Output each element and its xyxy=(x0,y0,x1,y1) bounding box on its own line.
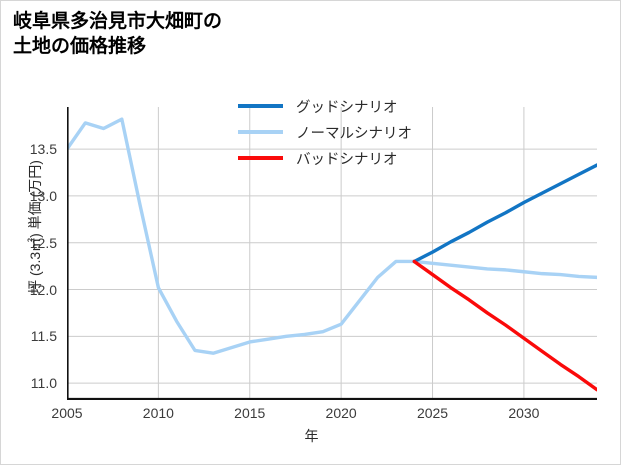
x-tick-label: 2025 xyxy=(416,405,449,421)
y-tick-label: 12.0 xyxy=(29,281,57,298)
legend-color-swatch xyxy=(238,104,283,108)
x-tick-label: 2015 xyxy=(234,405,266,421)
x-tick-label: 2010 xyxy=(142,405,174,421)
y-tick-label: 12.5 xyxy=(29,234,57,251)
x-axis-label: 年 xyxy=(304,428,319,444)
y-tick-label: 11.0 xyxy=(30,375,57,392)
y-tick-label: 13.0 xyxy=(29,187,57,204)
legend-item-label: ノーマルシナリオ xyxy=(296,125,412,142)
legend-item: バッドシナリオ xyxy=(238,145,478,171)
x-tick-label: 2030 xyxy=(508,405,540,421)
legend-item-label: グッドシナリオ xyxy=(296,99,398,116)
plot-area xyxy=(67,107,597,400)
x-tick-label: 2005 xyxy=(51,405,83,421)
y-tick-label: 11.5 xyxy=(30,328,57,345)
series-lines xyxy=(67,117,597,392)
series-line xyxy=(412,259,597,392)
legend-item: ノーマルシナリオ xyxy=(238,119,478,145)
axis-spines xyxy=(67,107,597,400)
page-title: 岐阜県多治見市大畑町の 土地の価格推移 xyxy=(13,11,223,58)
y-tick-label: 13.5 xyxy=(29,141,57,158)
legend: グッドシナリオ ノーマルシナリオ バッドシナリオ xyxy=(238,93,478,171)
plot-svg xyxy=(67,107,597,400)
x-tick-label: 2020 xyxy=(325,405,357,421)
legend-color-swatch xyxy=(238,130,283,134)
series-line xyxy=(412,163,597,264)
legend-item: グッドシナリオ xyxy=(238,93,478,119)
gridlines xyxy=(67,107,597,400)
legend-item-label: バッドシナリオ xyxy=(296,151,398,168)
y-axis-label: 坪 (3.3㎡) 単価 (万円) xyxy=(27,160,43,294)
legend-color-swatch xyxy=(238,156,283,160)
series-line xyxy=(67,117,597,355)
